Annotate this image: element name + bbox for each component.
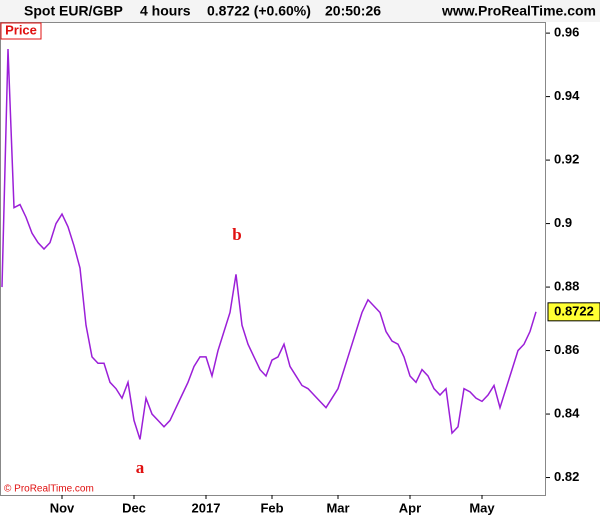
y-tick-label: 0.96 xyxy=(554,25,579,40)
y-tick-label: 0.92 xyxy=(554,152,579,167)
x-tick-label: Apr xyxy=(399,500,421,515)
plot-area xyxy=(0,22,546,496)
annotation: a xyxy=(136,458,145,477)
last-price: 0.8722 (+0.60%) xyxy=(207,3,311,19)
y-tick-label: 0.82 xyxy=(554,469,579,484)
last-value-box xyxy=(547,302,600,322)
header-bar xyxy=(0,0,600,22)
x-tick-label: Mar xyxy=(326,500,349,515)
x-tick-label: Dec xyxy=(122,500,146,515)
x-tick-label: 2017 xyxy=(192,500,221,515)
x-tick-label: May xyxy=(469,500,495,515)
copyright: © ProRealTime.com xyxy=(4,484,94,495)
y-tick-label: 0.86 xyxy=(554,342,579,357)
y-tick-label: 0.84 xyxy=(554,405,580,420)
x-tick-label: Nov xyxy=(50,500,75,515)
y-tick-label: 0.88 xyxy=(554,279,579,294)
x-tick-label: Feb xyxy=(260,500,283,515)
y-tick-label: 0.9 xyxy=(554,215,572,230)
price-line xyxy=(1,48,537,440)
clock: 20:50:26 xyxy=(325,3,381,19)
source: www.ProRealTime.com xyxy=(441,3,596,19)
last-value-label: 0.8722 xyxy=(554,303,594,318)
panel-label-box xyxy=(0,22,42,40)
y-tick-label: 0.94 xyxy=(554,88,580,103)
annotation: b xyxy=(232,225,241,244)
instrument: Spot EUR/GBP xyxy=(24,3,123,19)
panel-label: Price xyxy=(5,22,37,37)
timeframe: 4 hours xyxy=(140,3,191,19)
